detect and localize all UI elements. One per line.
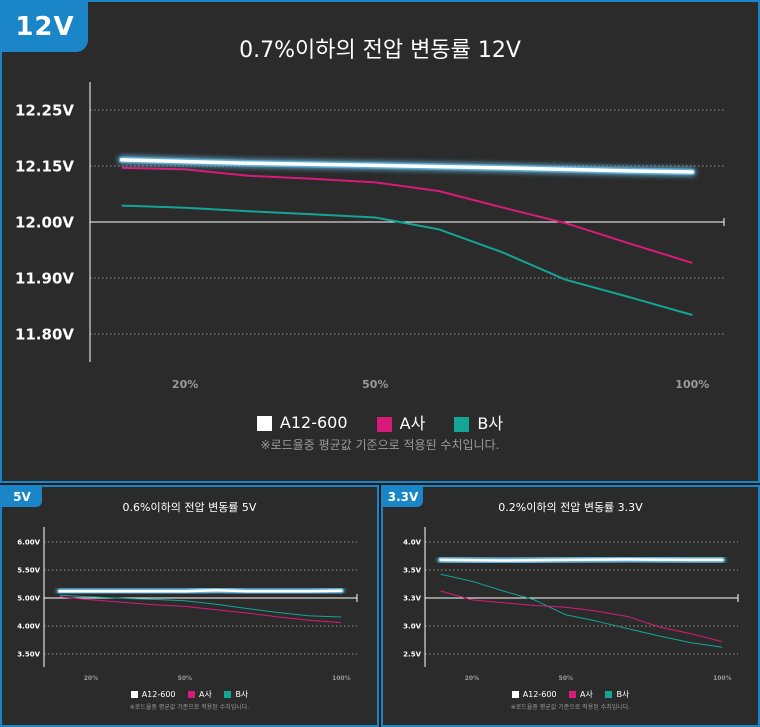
y-tick-label: 11.90V	[15, 269, 74, 287]
y-tick-label: 12.00V	[15, 213, 74, 231]
legend-5v: A12-600 A사 B사	[2, 689, 377, 700]
legend-swatch-a12	[511, 691, 519, 698]
legend-item-b-company: B사	[605, 689, 629, 700]
legend-item-a-company: A사	[569, 689, 593, 700]
series-line-b-company	[440, 573, 723, 648]
legend-item-a-company: A사	[188, 689, 212, 700]
legend-swatch-a12	[130, 691, 138, 698]
badge-12v: 12V	[2, 2, 88, 52]
chart-title-12v: 0.7%이하의 전압 변동률 12V	[239, 38, 521, 63]
y-tick-label: 6.00V	[17, 538, 40, 546]
legend-label-a-company: A사	[199, 690, 212, 699]
panel-3-3v: 3.3V 0.2%이하의 전압 변동률 3.3V 4.0V 3.5V 3.3V 3.0…	[381, 485, 760, 727]
y-tick-label: 5.50V	[17, 566, 40, 574]
legend-swatch-b-company	[224, 691, 232, 698]
badge-3-3v: 3.3V	[383, 487, 423, 507]
legend-label-a12: A12-600	[279, 412, 348, 432]
legend-label-a12: A12-600	[522, 690, 557, 699]
footnote-12v: ※로드율중 평균값 기준으로 적용된 수치입니다.	[260, 438, 500, 452]
x-tick-label: 20%	[84, 675, 98, 682]
legend-label-b-company: B사	[235, 690, 249, 699]
x-tick-label: 100%	[675, 378, 709, 391]
series-line-b-company	[121, 204, 693, 316]
legend-3-3v: A12-600 A사 B사	[383, 689, 758, 700]
y-tick-label: 11.80V	[15, 325, 74, 343]
legend-12v: A12-600 A사 B사	[2, 410, 758, 434]
legend-item-a12: A12-600	[511, 690, 557, 699]
y-tick-label: 3.5V	[403, 566, 421, 574]
x-tick-label: 50%	[178, 675, 192, 682]
legend-swatch-a12	[256, 415, 272, 431]
legend-item-b-company: B사	[454, 410, 503, 434]
chart-title-5v: 0.6%이하의 전압 변동률 5V	[122, 501, 257, 514]
series-line-a-company	[440, 590, 723, 643]
legend-label-a-company: A사	[399, 414, 426, 433]
panel-12v: 12V 0.7%이하의 전압 변동률 12V 12.25V 12.15V 12.00…	[0, 0, 760, 483]
x-tick-label: 100%	[332, 675, 351, 682]
y-tick-label: 12.15V	[15, 157, 74, 175]
legend-label-b-company: B사	[477, 414, 504, 433]
y-tick-label: 3.50V	[17, 650, 40, 658]
footnote-5v: ※로드율중 평균값 기준으로 적용된 수치입니다.	[129, 704, 250, 711]
x-tick-label: 100%	[713, 675, 732, 682]
series-line-b-company	[59, 594, 342, 618]
chart-3-3v: 4.0V 3.5V 3.3V 3.0V 2.5V 20% 50% 100%	[403, 527, 739, 682]
legend-item-a12: A12-600	[130, 690, 176, 699]
legend-label-b-company: B사	[616, 690, 630, 699]
chart-title-3-3v: 0.2%이하의 전압 변동률 3.3V	[498, 501, 643, 514]
y-tick-label: 3.3V	[403, 594, 421, 602]
chart-5v: 6.00V 5.50V 5.00V 4.00V 3.50V 20% 50% 100%	[17, 527, 358, 682]
y-tick-label: 3.0V	[403, 622, 421, 630]
series-line-a12	[58, 588, 343, 593]
legend-label-a-company: A사	[580, 690, 593, 699]
legend-label-a12: A12-600	[141, 690, 176, 699]
x-tick-label: 50%	[559, 675, 573, 682]
legend-swatch-a-company	[376, 417, 392, 432]
x-tick-label: 20%	[172, 378, 198, 391]
footnote-3-3v: ※로드율중 평균값 기준으로 적용된 수치입니다.	[510, 704, 631, 711]
y-tick-label: 4.0V	[403, 538, 421, 546]
x-tick-label: 20%	[465, 675, 479, 682]
badge-5v: 5V	[2, 487, 42, 507]
y-tick-label: 4.00V	[17, 622, 40, 630]
legend-swatch-a-company	[569, 691, 577, 698]
legend-swatch-b-company	[605, 691, 613, 698]
y-tick-label: 2.5V	[403, 650, 421, 658]
y-tick-label: 12.25V	[15, 101, 74, 119]
panel-5v: 5V 0.6%이하의 전압 변동률 5V 6.00V 5.50V 5.00V 4.00…	[0, 485, 379, 727]
legend-swatch-b-company	[454, 417, 470, 432]
y-tick-label: 5.00V	[17, 594, 40, 602]
legend-item-a-company: A사	[376, 410, 426, 434]
legend-item-a12: A12-600	[256, 412, 348, 432]
x-tick-label: 50%	[362, 378, 388, 391]
series-line-a12	[439, 558, 724, 562]
legend-item-b-company: B사	[224, 689, 248, 700]
series-line-a-company	[59, 596, 342, 624]
series-line-a-company	[121, 166, 693, 264]
chart-12v: 12.25V 12.15V 12.00V 11.90V 11.80V 20% 50% 100%	[15, 82, 725, 391]
legend-swatch-a-company	[188, 691, 196, 698]
series-line-a12	[119, 158, 695, 174]
